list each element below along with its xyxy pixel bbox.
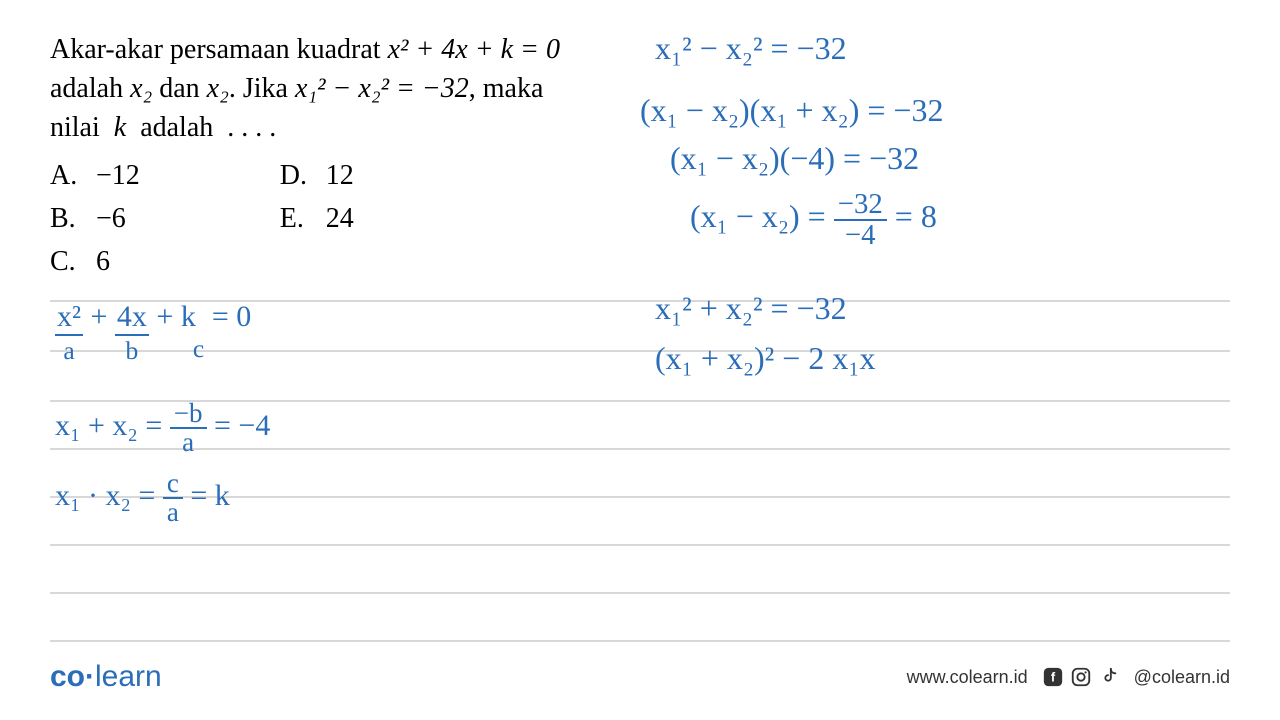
work-solve-diff: (x₁ − x₂) = −32−4 = 8	[690, 190, 937, 250]
term: 4x	[115, 300, 149, 336]
footer-url: www.colearn.id	[907, 667, 1028, 688]
eq: = 0	[212, 300, 251, 333]
tiktok-icon	[1098, 666, 1120, 688]
work-expand: (x₁ + x₂)² − 2 x₁x	[655, 340, 875, 377]
option-b: B. −6	[50, 199, 140, 238]
eq: =	[190, 479, 214, 512]
eq: =	[138, 479, 162, 512]
text-fragment: nilai k adalah . . . .	[50, 112, 276, 143]
ruled-line	[50, 640, 1230, 642]
denominator: a	[167, 499, 179, 526]
problem-statement: Akar-akar persamaan kuadrat x² + 4x + k …	[50, 30, 610, 281]
instagram-icon	[1070, 666, 1092, 688]
eq: =	[214, 409, 238, 442]
rhs: −4	[238, 409, 270, 442]
problem-line-3: nilai k adalah . . . .	[50, 108, 610, 147]
equation: x² + 4x + k = 0	[388, 34, 560, 65]
numerator: c	[163, 470, 183, 499]
option-value: −12	[96, 156, 140, 195]
colearn-logo: co·learn	[50, 660, 162, 694]
footer: co·learn www.colearn.id f @colearn.id	[50, 660, 1230, 694]
numerator: −32	[834, 190, 887, 221]
problem-line-2: adalah x₂ dan x₂. Jika x₁² − x₂² = −32, …	[50, 69, 610, 108]
option-letter: A.	[50, 156, 78, 195]
answer-options: A. −12 B. −6 C. 6 D. 12 E. 24	[50, 156, 610, 282]
text-fragment: adalah	[50, 73, 130, 104]
footer-right: www.colearn.id f @colearn.id	[907, 666, 1230, 688]
option-letter: E.	[280, 199, 308, 238]
denominator: −4	[845, 221, 876, 250]
work-factor: (x₁ − x₂)(x₁ + x₂) = −32	[640, 92, 943, 129]
option-value: 6	[96, 242, 110, 281]
var: x₂	[207, 73, 229, 104]
social-icons: f	[1042, 666, 1120, 688]
option-a: A. −12	[50, 156, 140, 195]
option-d: D. 12	[280, 156, 354, 195]
work-sum-squares: x₁² + x₂² = −32	[655, 290, 847, 327]
denominator: a	[182, 429, 194, 456]
coef-label: c	[193, 334, 204, 364]
option-value: 12	[326, 156, 354, 195]
option-letter: D.	[280, 156, 308, 195]
rhs: k	[215, 479, 230, 512]
work-diff-squares: x₁² − x₂² = −32	[655, 30, 847, 67]
option-letter: B.	[50, 199, 78, 238]
footer-handle: @colearn.id	[1134, 667, 1230, 688]
ruled-line	[50, 592, 1230, 594]
text-fragment: dan	[152, 73, 206, 104]
facebook-icon: f	[1042, 666, 1064, 688]
work-product-roots: x₁ · x₂ = ca = k	[55, 470, 230, 526]
logo-learn: learn	[95, 660, 162, 693]
lhs: x₁ · x₂	[55, 479, 131, 512]
work-substitute: (x₁ − x₂)(−4) = −32	[670, 140, 919, 177]
eq: =	[145, 409, 169, 442]
option-c: C. 6	[50, 242, 140, 281]
option-value: 24	[326, 199, 354, 238]
lhs: (x₁ − x₂) =	[690, 198, 834, 234]
coef-label: b	[126, 336, 139, 366]
svg-text:f: f	[1051, 670, 1056, 685]
text-fragment: Akar-akar persamaan kuadrat	[50, 34, 388, 65]
option-value: −6	[96, 199, 126, 238]
work-eq-coeffs: x²a + 4xb + k c = 0	[55, 300, 251, 366]
text-fragment: . Jika	[229, 73, 295, 104]
equation: x₁² − x₂² = −32	[295, 73, 469, 104]
term: + k	[156, 300, 195, 333]
rhs: = 8	[895, 198, 937, 234]
option-letter: C.	[50, 242, 78, 281]
lhs: x₁ + x₂	[55, 409, 138, 442]
option-e: E. 24	[280, 199, 354, 238]
work-sum-roots: x₁ + x₂ = −ba = −4	[55, 400, 270, 456]
logo-co: co	[50, 660, 85, 693]
coef-label: a	[63, 336, 74, 366]
var: x₂	[130, 73, 152, 104]
text-fragment: , maka	[469, 73, 544, 104]
numerator: −b	[170, 400, 207, 429]
ruled-line	[50, 544, 1230, 546]
term: x²	[55, 300, 83, 336]
problem-line-1: Akar-akar persamaan kuadrat x² + 4x + k …	[50, 30, 610, 69]
op: +	[91, 300, 115, 333]
